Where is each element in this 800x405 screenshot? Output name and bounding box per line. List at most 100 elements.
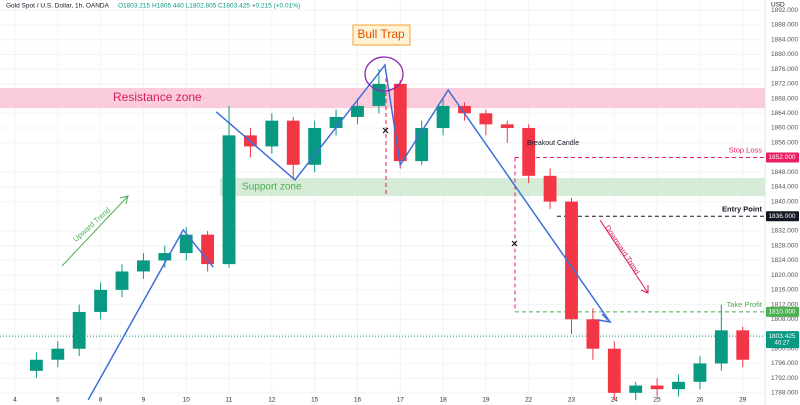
breakout-label: Breakout Candle bbox=[527, 140, 579, 147]
level-label: Stop Loss bbox=[729, 145, 763, 154]
candle-body bbox=[436, 105, 450, 129]
x-tick-label: 19 bbox=[482, 397, 490, 404]
x-tick-label: 12 bbox=[268, 397, 276, 404]
candle-body bbox=[458, 105, 471, 114]
zone-label: Resistance zone bbox=[113, 90, 202, 104]
candle-body bbox=[179, 234, 193, 254]
candle-body bbox=[415, 128, 429, 162]
y-tick-label: 1876.000 bbox=[771, 66, 798, 73]
y-tick-label: 1820.000 bbox=[771, 272, 798, 279]
trend-line bbox=[215, 63, 611, 323]
x-marker bbox=[382, 127, 389, 134]
candle-body bbox=[136, 260, 150, 272]
countdown: 40:27 bbox=[774, 341, 790, 347]
x-tick-label: 25 bbox=[654, 397, 662, 404]
y-tick-label: 1892.000 bbox=[771, 7, 798, 14]
y-tick-label: 1888.000 bbox=[771, 22, 798, 29]
y-tick-label: 1840.000 bbox=[771, 198, 798, 205]
y-tick-label: 1848.000 bbox=[771, 169, 798, 176]
x-tick-label: 22 bbox=[525, 397, 533, 404]
bull-trap-box bbox=[352, 24, 411, 46]
candle-body bbox=[650, 385, 664, 390]
candle-body bbox=[522, 128, 536, 176]
x-tick-label: 16 bbox=[354, 397, 362, 404]
downward-arrow bbox=[599, 219, 649, 294]
candle-body bbox=[72, 311, 86, 349]
x-tick-label: 29 bbox=[739, 397, 747, 404]
candle-body bbox=[51, 348, 65, 360]
candle-body bbox=[29, 359, 43, 371]
level-label: Entry Point bbox=[722, 204, 763, 213]
ohlc-header: O1803.215 H1805.440 L1802.805 C1803.425 … bbox=[118, 3, 300, 10]
x-tick-label: 5 bbox=[56, 397, 60, 404]
bull-trap-label: Bull Trap bbox=[357, 27, 405, 41]
y-tick-label: 1868.000 bbox=[771, 95, 798, 102]
price-tag bbox=[766, 211, 799, 222]
y-tick-label: 1816.000 bbox=[771, 287, 798, 294]
y-tick-label: 1844.000 bbox=[771, 184, 798, 191]
candle-body bbox=[265, 120, 279, 147]
candle-body bbox=[543, 175, 557, 202]
x-tick-label: 18 bbox=[439, 397, 447, 404]
candle-body bbox=[286, 120, 300, 165]
y-tick-label: 1872.000 bbox=[771, 81, 798, 88]
price-tag-label: 1803.425 bbox=[768, 333, 795, 340]
x-tick-label: 15 bbox=[311, 397, 319, 404]
y-tick-label: 1824.000 bbox=[771, 257, 798, 264]
x-tick-label: 4 bbox=[13, 397, 17, 404]
candle-body bbox=[736, 330, 750, 360]
price-tag-label: 1836.000 bbox=[768, 213, 795, 220]
x-marker bbox=[511, 240, 518, 247]
candle-body bbox=[586, 319, 600, 349]
zone bbox=[220, 178, 765, 197]
y-tick-label: 1808.000 bbox=[771, 316, 798, 323]
candle-body bbox=[672, 381, 685, 390]
x-tick-label: 17 bbox=[397, 397, 405, 404]
y-tick-label: 1788.000 bbox=[771, 390, 798, 397]
x-tick-label: 23 bbox=[568, 397, 576, 404]
candle-body bbox=[393, 83, 407, 162]
candle-body bbox=[158, 253, 172, 261]
y-tick-label: 1812.000 bbox=[771, 301, 798, 308]
candle-body bbox=[329, 116, 343, 129]
y-tick-label: 1884.000 bbox=[771, 36, 798, 43]
price-tag-label: 1852.000 bbox=[768, 154, 795, 161]
trend-line bbox=[87, 228, 214, 401]
upward-arrow bbox=[61, 195, 129, 267]
x-tick-label: 24 bbox=[611, 397, 619, 404]
y-tick-label: 1832.000 bbox=[771, 228, 798, 235]
price-tag-label: 1810.000 bbox=[768, 309, 795, 316]
price-tag bbox=[766, 331, 799, 349]
candle-body bbox=[372, 83, 386, 106]
candle-body bbox=[607, 348, 621, 393]
candle-body bbox=[693, 363, 707, 382]
x-tick-label: 10 bbox=[183, 397, 191, 404]
y-tick-label: 1796.000 bbox=[771, 360, 798, 367]
arrow-head bbox=[597, 313, 613, 324]
candle-body bbox=[351, 105, 364, 117]
y-tick-label: 1828.000 bbox=[771, 242, 798, 249]
candle-body bbox=[565, 201, 578, 320]
y-tick-label: 1800.000 bbox=[771, 345, 798, 352]
chart-title: Gold Spot / U.S. Dollar, 1h, OANDA bbox=[6, 3, 110, 10]
candle-body bbox=[500, 124, 514, 129]
y-tick-label: 1864.000 bbox=[771, 110, 798, 117]
x-tick-label: 9 bbox=[142, 397, 146, 404]
x-tick-label: 8 bbox=[99, 397, 103, 404]
level-label: Take Profit bbox=[727, 300, 763, 309]
y-tick-label: 1880.000 bbox=[771, 51, 798, 58]
candle-body bbox=[629, 385, 643, 393]
candle-body bbox=[308, 128, 322, 165]
candle-body bbox=[714, 330, 728, 364]
candle-body bbox=[222, 135, 236, 265]
y-tick-label: 1860.000 bbox=[771, 125, 798, 132]
zone-label: Support zone bbox=[242, 182, 302, 193]
x-tick-label: 26 bbox=[696, 397, 704, 404]
price-tag bbox=[766, 306, 799, 317]
currency-label: USD bbox=[771, 2, 785, 9]
x-tick-label: 11 bbox=[226, 397, 233, 404]
y-tick-label: 1792.000 bbox=[771, 375, 798, 382]
bull-trap-circle bbox=[364, 56, 404, 92]
